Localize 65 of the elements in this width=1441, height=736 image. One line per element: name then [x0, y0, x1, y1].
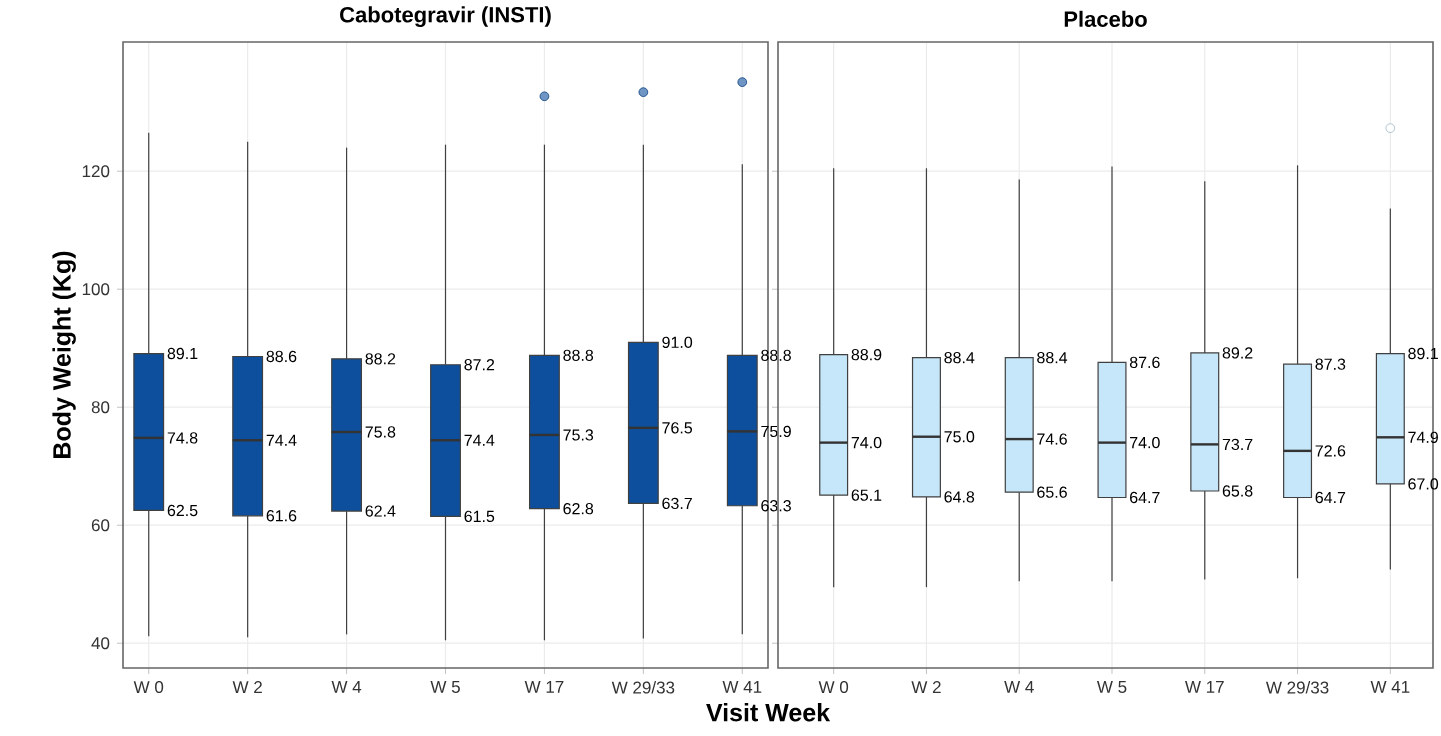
annotation: 74.6 — [1037, 433, 1067, 445]
annotation: 88.4 — [1037, 352, 1068, 364]
annotation: 67.0 — [1408, 478, 1439, 490]
annotation: 89.1 — [167, 347, 198, 360]
chart-title: Placebo — [1064, 10, 1147, 27]
annotation: 74.0 — [851, 436, 882, 449]
x-tick-label: W 2 — [911, 681, 941, 693]
chart-title: Cabotegravir (INSTI) — [340, 6, 551, 27]
annotation: 72.6 — [1315, 445, 1346, 457]
annotation: 75.9 — [761, 425, 791, 438]
annotation: 88.9 — [851, 349, 882, 361]
x-tick-label: W 29/33 — [1265, 681, 1329, 694]
annotation: 89.2 — [1222, 347, 1253, 359]
y-tick-label: 80 — [91, 401, 110, 414]
annotation: 75.3 — [563, 429, 594, 441]
annotation: 74.4 — [266, 434, 297, 446]
annotation: 63.7 — [662, 497, 692, 510]
annotation: 65.6 — [1037, 486, 1067, 498]
x-tick-label: W 17 — [1185, 681, 1224, 693]
x-tick-label: W 4 — [331, 681, 362, 693]
x-tick-label: W 4 — [1004, 681, 1034, 693]
annotation: 63.3 — [761, 500, 791, 512]
annotation: 89.1 — [1408, 347, 1438, 360]
x-tick-label: W 17 — [524, 681, 564, 693]
annotation: 91.0 — [662, 336, 693, 348]
y-tick-label: 40 — [91, 637, 110, 650]
annotation: 74.8 — [167, 432, 198, 444]
annotation: 87.3 — [1315, 358, 1346, 370]
annotation: 74.0 — [1130, 436, 1160, 449]
annotation: 62.5 — [167, 504, 198, 517]
annotation: 64.7 — [1315, 491, 1346, 504]
annotation: 61.5 — [464, 510, 495, 523]
x-tick-label: W 5 — [1096, 681, 1127, 693]
annotation: 73.7 — [1222, 438, 1253, 451]
annotation: 76.5 — [662, 422, 693, 434]
y-tick-label: 100 — [82, 283, 110, 296]
annotation: 65.8 — [1222, 485, 1253, 497]
x-tick-label: W 29/33 — [611, 681, 675, 694]
annotation: 75.0 — [944, 431, 975, 443]
annotation: 74.4 — [464, 434, 495, 446]
annotation: 88.4 — [944, 352, 975, 364]
annotation: 65.1 — [851, 489, 882, 501]
annotation: 64.7 — [1130, 491, 1160, 504]
x-tick-label: W 0 — [133, 681, 164, 694]
annotation: 61.6 — [266, 510, 297, 522]
annotation: 87.6 — [1129, 356, 1160, 369]
y-tick-label: 60 — [91, 519, 110, 532]
y-axis-title: Body Weight (Kg) — [52, 251, 76, 458]
annotation: 88.2 — [365, 353, 396, 365]
annotation: 88.8 — [761, 349, 791, 361]
x-axis-title: Visit Week — [706, 703, 831, 722]
x-tick-label: W 41 — [1370, 681, 1410, 693]
x-tick-label: W 41 — [722, 681, 762, 693]
annotation: 88.6 — [266, 350, 297, 363]
x-tick-label: W 0 — [818, 681, 849, 694]
annotation: 88.8 — [563, 349, 594, 361]
annotation: 75.8 — [365, 426, 396, 438]
x-tick-label: W 2 — [232, 681, 262, 693]
annotation: 87.2 — [464, 359, 495, 371]
annotation: 62.4 — [365, 505, 396, 517]
annotation: 64.8 — [944, 491, 975, 503]
x-tick-label: W 5 — [430, 681, 460, 693]
y-tick-label: 120 — [82, 165, 110, 178]
annotation: 62.8 — [563, 503, 594, 515]
annotation: 74.9 — [1408, 431, 1438, 443]
